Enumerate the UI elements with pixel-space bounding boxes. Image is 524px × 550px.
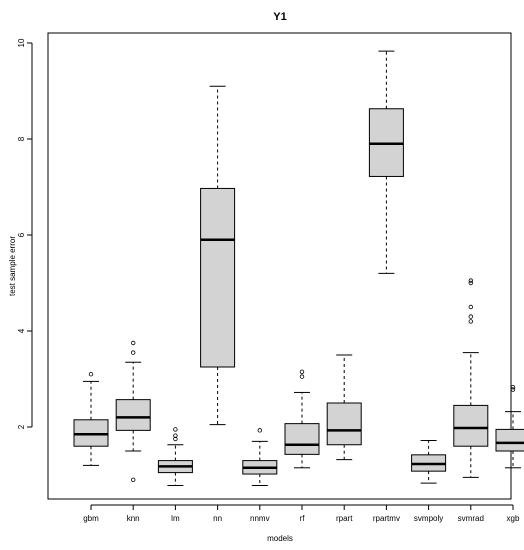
x-tick-label: svmpoly [414, 514, 443, 523]
outlier-point [173, 433, 178, 438]
iqr-box [200, 187, 236, 368]
box-nnmv [242, 428, 278, 487]
x-tick-label: lm [171, 514, 180, 523]
y-axis: 2 4 6 8 10 [17, 38, 33, 429]
y-tick-label: 8 [17, 136, 26, 141]
plot-frame [47, 32, 512, 500]
x-tick-label: gbm [83, 514, 99, 523]
iqr-box [326, 402, 362, 446]
outlier-point [130, 350, 136, 355]
x-tick-label: rf [300, 514, 306, 523]
x-tick-label: xgb [507, 514, 520, 523]
outlier-point [468, 304, 473, 310]
box-lm [157, 427, 193, 487]
box-knn [115, 340, 151, 482]
outlier-point [510, 387, 516, 392]
y-axis-label: test sample error [8, 236, 17, 296]
x-axis-label: models [267, 534, 293, 543]
boxes-group [73, 50, 524, 487]
outlier-point [299, 374, 305, 379]
outlier-point [468, 280, 473, 286]
x-tick-label: knn [127, 514, 140, 523]
y-tick-label: 2 [17, 424, 26, 429]
outlier-point [130, 340, 136, 346]
iqr-box [495, 428, 524, 452]
iqr-box [453, 404, 489, 447]
y-tick-label: 10 [17, 38, 26, 47]
outlier-point [299, 369, 305, 374]
chart-title: Y1 [273, 11, 286, 23]
outlier-point [257, 428, 262, 433]
box-svmrad [453, 278, 489, 478]
outlier-point [173, 427, 178, 432]
box-rpartmv [368, 50, 404, 274]
outlier-point [468, 278, 473, 283]
x-tick-label: rpartmv [373, 514, 400, 523]
outlier-point [510, 384, 516, 390]
outlier-point [130, 477, 136, 482]
x-tick-label: nn [213, 514, 222, 523]
iqr-box [284, 423, 320, 455]
x-tick-label: svmrad [458, 514, 484, 523]
outlier-point [468, 319, 473, 324]
x-axis: gbm knn lm nn nnmv rf rpart rpartmv svmpoly svmra… [83, 504, 520, 523]
box-rf [284, 369, 320, 469]
box-svmpoly [411, 439, 447, 484]
box-gbm [73, 372, 109, 466]
iqr-box [115, 399, 151, 431]
x-tick-label: nnmv [250, 514, 270, 523]
outlier-point [88, 372, 94, 377]
y-tick-label: 4 [17, 328, 26, 333]
box-xgb [495, 384, 524, 469]
outlier-point [468, 314, 473, 319]
box-rpart [326, 354, 362, 461]
box-nn [200, 85, 236, 426]
x-tick-label: rpart [336, 514, 353, 523]
y-tick-label: 6 [17, 232, 26, 237]
